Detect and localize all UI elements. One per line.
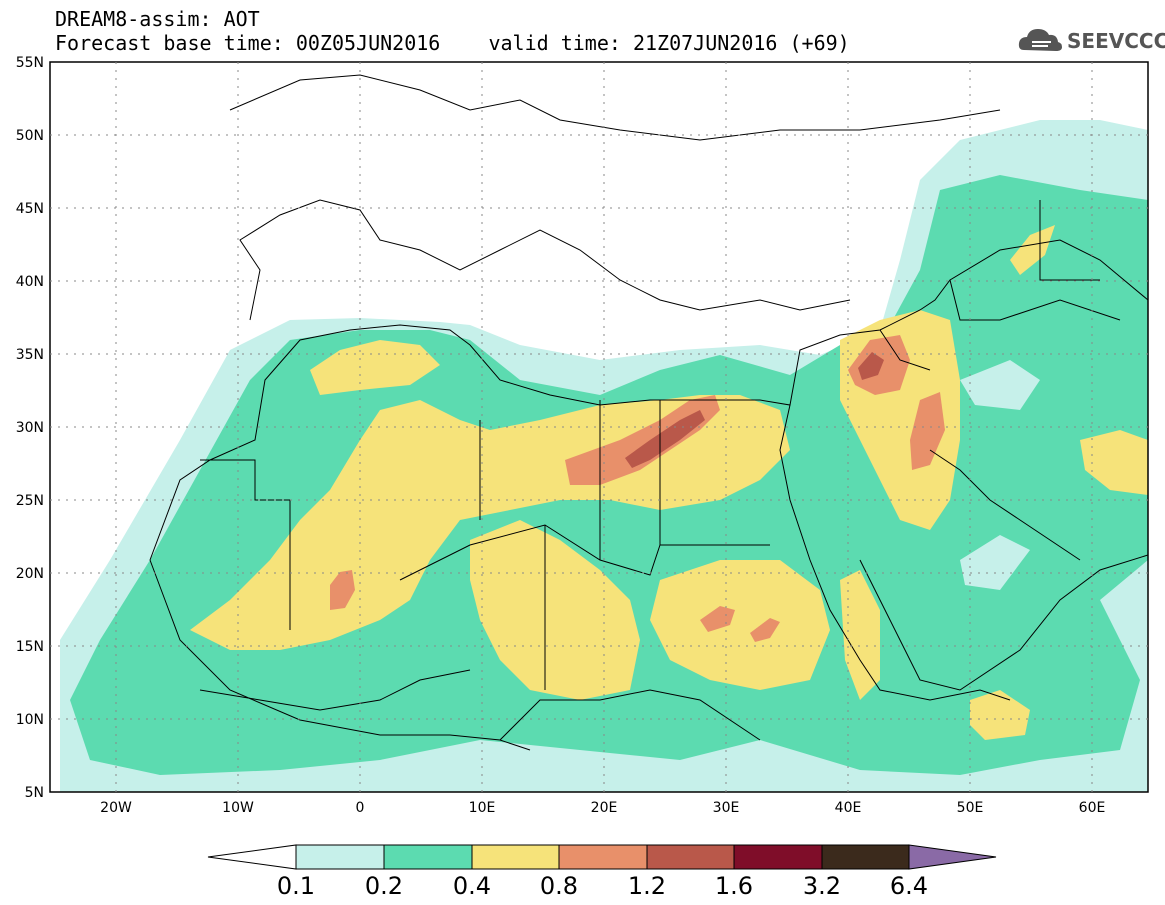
colorbar-label: 3.2 bbox=[803, 872, 841, 900]
aot-0.1-inner-north bbox=[960, 360, 1040, 410]
chart-title-line2: Forecast base time: 00Z05JUN2016 valid t… bbox=[55, 31, 850, 55]
colorbar-lower-arrow bbox=[207, 844, 297, 870]
lat-label: 25N bbox=[16, 493, 44, 509]
aot-0.8-iraq-south bbox=[910, 392, 945, 470]
colorbar-upper-arrow bbox=[908, 844, 997, 870]
colorbar-box bbox=[646, 844, 735, 870]
aot-0.4-caspian bbox=[1010, 225, 1055, 275]
lat-label: 50N bbox=[16, 128, 44, 144]
lon-label: 60E bbox=[1079, 800, 1106, 816]
aot-0.8-sudan-a bbox=[700, 606, 735, 632]
colorbar-label: 0.4 bbox=[453, 872, 491, 900]
lon-label: 10E bbox=[469, 800, 496, 816]
colorbar bbox=[207, 844, 997, 870]
lat-label: 45N bbox=[16, 201, 44, 217]
colorbar-label: 1.2 bbox=[628, 872, 666, 900]
aot-1.2-core bbox=[625, 410, 705, 468]
colorbar-label: 0.2 bbox=[365, 872, 403, 900]
aot-0.4-somalia bbox=[970, 690, 1030, 740]
colorbar-label: 6.4 bbox=[890, 872, 928, 900]
aot-0.8-sudan-b bbox=[750, 618, 780, 642]
colorbar-label: 0.8 bbox=[540, 872, 578, 900]
lat-label: 35N bbox=[16, 347, 44, 363]
colorbar-box bbox=[733, 844, 823, 870]
lon-label: 20W bbox=[100, 800, 132, 816]
coastlines bbox=[149, 74, 1148, 751]
colorbar-box bbox=[558, 844, 648, 870]
seevccc-logo-text: SEEVCCC bbox=[1067, 29, 1165, 53]
colorbar-box bbox=[295, 844, 385, 870]
chart-title-line1: DREAM8-assim: AOT bbox=[55, 7, 260, 31]
lat-label: 5N bbox=[25, 785, 44, 801]
colorbar-box bbox=[471, 844, 560, 870]
colorbar-label: 1.6 bbox=[715, 872, 753, 900]
lat-label: 20N bbox=[16, 566, 44, 582]
lon-label: 20E bbox=[591, 800, 618, 816]
aot-0.4-iran bbox=[1080, 430, 1148, 495]
lon-label: 30E bbox=[713, 800, 740, 816]
colorbar-box bbox=[383, 844, 473, 870]
lon-labels: 20W 10W 0 10E 20E 30E 40E 50E 60E bbox=[100, 800, 1105, 816]
cloud-icon bbox=[1018, 29, 1062, 51]
lat-label: 30N bbox=[16, 420, 44, 436]
colorbar-box bbox=[821, 844, 910, 870]
colorbar-label: 0.1 bbox=[277, 872, 315, 900]
lon-label: 0 bbox=[356, 800, 365, 816]
lon-label: 10W bbox=[222, 800, 254, 816]
lat-label: 10N bbox=[16, 712, 44, 728]
lon-label: 40E bbox=[835, 800, 862, 816]
lat-label: 40N bbox=[16, 274, 44, 290]
aot-0.1-inner-sea bbox=[960, 535, 1030, 590]
lon-label: 50E bbox=[957, 800, 984, 816]
aot-0.4-central bbox=[470, 520, 640, 700]
aot-0.4-redsea bbox=[840, 570, 880, 700]
aot-0.4-morocco bbox=[310, 340, 440, 395]
gridlines bbox=[50, 62, 1148, 792]
aot-0.4-sudan bbox=[650, 560, 830, 690]
lat-labels: 55N 50N 45N 40N 35N 30N 25N 20N 15N 10N … bbox=[16, 55, 44, 801]
lat-label: 55N bbox=[16, 55, 44, 71]
aot-0.8-mali bbox=[330, 570, 355, 610]
lat-label: 15N bbox=[16, 639, 44, 655]
aot-1.2-iraq-core bbox=[858, 352, 884, 380]
colorbar-labels: 0.1 0.2 0.4 0.8 1.2 1.6 3.2 6.4 bbox=[277, 872, 928, 900]
